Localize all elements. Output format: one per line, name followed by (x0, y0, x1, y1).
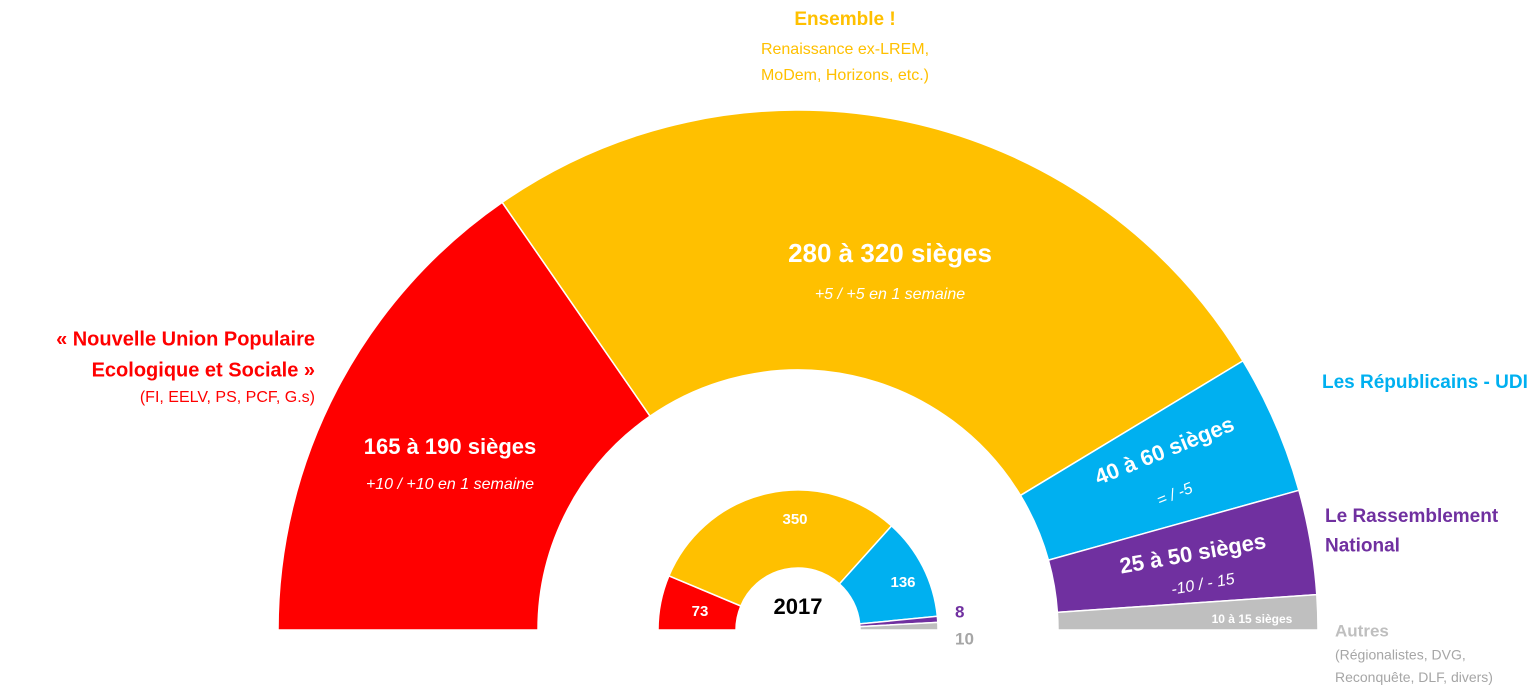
party-detail: Reconquête, DLF, divers) (1335, 669, 1493, 685)
inner-value-label: 350 (782, 511, 807, 528)
inner-value-label: 10 (955, 629, 974, 648)
inner-value-label: 136 (890, 574, 915, 591)
party-name: Les Républicains - UDI (1322, 372, 1528, 393)
party-name: Autres (1335, 621, 1389, 640)
party-detail: (Régionalistes, DVG, (1335, 647, 1466, 663)
inner-value-label: 8 (955, 602, 964, 621)
seats-label: 165 à 190 sièges (364, 434, 536, 459)
seat-segment (667, 489, 893, 607)
seats-label: 280 à 320 sièges (788, 238, 992, 268)
party-name: National (1325, 535, 1400, 556)
change-label: +10 / +10 en 1 semaine (366, 476, 534, 493)
party-name: Le Rassemblement (1325, 506, 1499, 527)
seats-label: 10 à 15 sièges (1212, 612, 1293, 626)
party-detail: (FI, EELV, PS, PCF, G.s) (140, 389, 315, 406)
seat-segment (1056, 593, 1319, 631)
inner-value-label: 73 (692, 603, 709, 620)
inner-title: 2017 (774, 594, 823, 619)
seat-segment (277, 201, 652, 631)
party-name: Ensemble ! (794, 9, 895, 30)
change-label: +5 / +5 en 1 semaine (815, 286, 965, 303)
party-name: « Nouvelle Union Populaire (56, 328, 315, 350)
seat-segment (859, 621, 939, 631)
party-name: Ecologique et Sociale » (92, 359, 315, 381)
party-detail: Renaissance ex-LREM, (761, 41, 929, 58)
seat-segment (501, 109, 1244, 497)
party-detail: MoDem, Horizons, etc.) (761, 67, 929, 84)
